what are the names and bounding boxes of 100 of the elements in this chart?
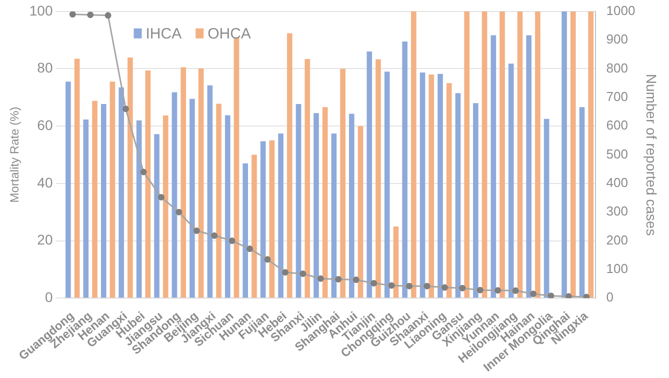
point xyxy=(176,208,182,216)
point xyxy=(246,246,254,252)
y2-tick-label: 300 xyxy=(606,204,628,219)
bar xyxy=(376,59,381,298)
bar xyxy=(473,103,478,298)
bar xyxy=(340,68,346,298)
point xyxy=(583,294,590,298)
bar xyxy=(269,140,275,298)
point xyxy=(370,280,378,286)
bar xyxy=(92,100,98,298)
bar xyxy=(74,58,80,298)
point xyxy=(193,227,200,234)
point xyxy=(548,292,554,298)
bar xyxy=(100,104,106,298)
bar xyxy=(252,154,257,298)
point xyxy=(104,12,112,19)
point xyxy=(335,276,342,282)
y2-tick-label: 1000 xyxy=(606,2,636,18)
bar xyxy=(420,72,426,298)
bar xyxy=(579,107,585,298)
bar xyxy=(136,120,142,298)
bar xyxy=(242,163,248,298)
y2-tick-label: 200 xyxy=(606,232,628,248)
bar xyxy=(570,11,576,298)
bar xyxy=(349,114,354,298)
bar xyxy=(224,115,230,298)
point xyxy=(512,287,519,294)
y-tick-label: 0 xyxy=(44,288,53,305)
bar xyxy=(517,11,523,298)
y2-tick-label: 700 xyxy=(606,88,628,104)
bar xyxy=(544,118,550,298)
y-tick-label: 100 xyxy=(29,2,53,18)
bar xyxy=(446,83,452,298)
point xyxy=(565,293,572,298)
bar xyxy=(588,11,594,298)
bar xyxy=(322,107,328,298)
bar xyxy=(490,35,496,298)
bar xyxy=(66,82,71,298)
y2-tick-label: 600 xyxy=(606,118,628,133)
bar xyxy=(331,134,337,298)
bar xyxy=(154,134,160,298)
point xyxy=(388,282,395,289)
bar xyxy=(314,113,319,298)
bar xyxy=(500,11,505,298)
point xyxy=(530,290,537,298)
bar xyxy=(455,93,461,298)
bar xyxy=(234,37,240,298)
bar xyxy=(384,72,390,298)
bar xyxy=(128,58,133,298)
bar xyxy=(207,85,213,298)
bar xyxy=(304,58,310,298)
point xyxy=(476,286,484,294)
bar xyxy=(464,11,470,298)
y-tick-label: 60 xyxy=(37,116,53,133)
bar xyxy=(535,11,540,298)
y-tick-label: 40 xyxy=(37,174,53,190)
bar xyxy=(428,74,434,298)
legend-label: IHCA xyxy=(146,26,182,43)
y2-tick-label: 0 xyxy=(606,290,614,305)
bar xyxy=(411,11,416,298)
bar xyxy=(358,126,364,298)
point xyxy=(264,256,271,263)
bar xyxy=(366,52,372,298)
bar xyxy=(278,134,284,298)
bar xyxy=(162,115,168,298)
point xyxy=(122,106,130,112)
bar xyxy=(402,42,408,298)
point xyxy=(87,12,94,18)
bar xyxy=(287,33,292,298)
point xyxy=(424,282,430,290)
bar xyxy=(508,64,514,298)
bar xyxy=(296,104,302,298)
point xyxy=(140,168,147,176)
bar xyxy=(145,70,151,298)
point xyxy=(494,287,502,294)
point xyxy=(317,275,324,282)
y2-axis-title: Number of reported cases xyxy=(644,74,660,236)
y2-tick-label: 400 xyxy=(606,175,628,190)
bar xyxy=(526,35,532,298)
bar xyxy=(482,11,488,298)
point xyxy=(282,269,288,276)
point xyxy=(69,11,76,18)
bar xyxy=(172,92,178,298)
y2-tick-label: 900 xyxy=(606,32,628,47)
bar xyxy=(180,67,186,298)
legend-label: OHCA xyxy=(208,26,251,43)
y2-tick-label: 800 xyxy=(606,60,628,76)
bar xyxy=(198,68,204,298)
point xyxy=(406,282,412,290)
point xyxy=(459,284,466,292)
bar xyxy=(110,82,116,298)
y2-tick-label: 100 xyxy=(606,261,628,276)
point xyxy=(352,276,360,284)
point xyxy=(228,238,236,244)
bar xyxy=(562,11,567,298)
bar xyxy=(83,119,89,298)
bar xyxy=(118,87,124,298)
y-axis-title: Mortality Rate (%) xyxy=(8,106,22,203)
y-tick-label: 20 xyxy=(37,232,53,248)
bar xyxy=(216,104,222,298)
